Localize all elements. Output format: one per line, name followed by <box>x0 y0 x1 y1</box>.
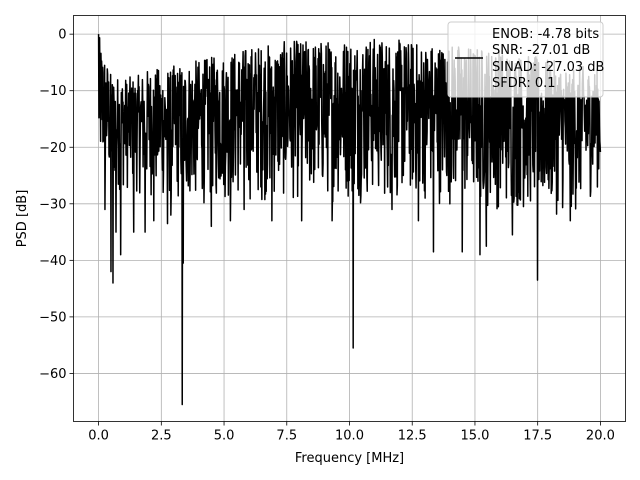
x-tick-label: 15.0 <box>460 429 489 444</box>
x-tick-label: 20.0 <box>586 429 615 444</box>
x-tick-label: 17.5 <box>523 429 552 444</box>
y-axis-label: PSD [dB] <box>15 190 30 248</box>
legend-entry-sfdr: SFDR: 0.1 <box>492 76 556 91</box>
x-tick-label: 12.5 <box>398 429 427 444</box>
psd-line <box>97 34 602 406</box>
legend-box <box>447 21 604 98</box>
legend-entry-sinad: SINAD: -27.03 dB <box>492 60 604 75</box>
x-tick-label: 0.0 <box>88 429 109 444</box>
x-tick-label: 5.0 <box>214 429 235 444</box>
x-axis-label: Frequency [MHz] <box>295 451 404 466</box>
y-axis-ticks: 0 −10 −20 −30 −40 −50 −60 <box>39 28 74 382</box>
y-tick-label: −60 <box>39 367 66 382</box>
y-tick-label: 0 <box>58 28 66 43</box>
legend-entry-snr: SNR: -27.01 dB <box>492 43 590 58</box>
x-tick-label: 10.0 <box>335 429 364 444</box>
psd-series <box>97 34 602 406</box>
y-tick-label: −30 <box>39 197 66 212</box>
legend: ENOB: -4.78 bits SNR: -27.01 dB SINAD: -… <box>447 21 604 98</box>
x-axis-ticks: 0.0 2.5 5.0 7.5 10.0 12.5 15.0 17.5 20.0 <box>88 421 615 444</box>
y-tick-label: −50 <box>39 310 66 325</box>
y-tick-label: −10 <box>39 84 66 99</box>
y-tick-label: −20 <box>39 141 66 156</box>
legend-entry-enob: ENOB: -4.78 bits <box>492 27 599 42</box>
x-tick-label: 2.5 <box>151 429 172 444</box>
x-tick-label: 7.5 <box>276 429 297 444</box>
y-tick-label: −40 <box>39 254 66 269</box>
